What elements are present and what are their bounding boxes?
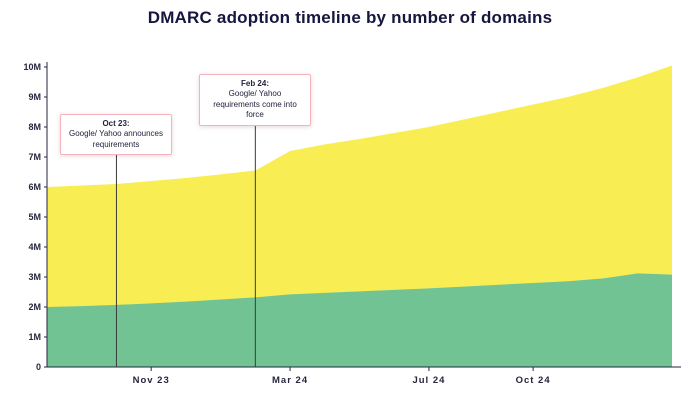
annotation-feb24: Feb 24: Google/ Yahoo requirements come … xyxy=(199,74,311,126)
annotation-feb24-title: Feb 24: xyxy=(240,79,269,88)
annotation-oct23-body: Google/ Yahoo announces requirements xyxy=(68,129,163,149)
annotation-oct23: Oct 23: Google/ Yahoo announces requirem… xyxy=(60,114,172,156)
x-tick-label: Mar 24 xyxy=(272,375,308,386)
y-tick-label: 10M xyxy=(23,62,41,72)
chart-title: DMARC adoption timeline by number of dom… xyxy=(147,8,553,27)
y-tick-label: 4M xyxy=(28,242,41,252)
x-tick-label: Oct 24 xyxy=(516,375,551,386)
annotation-oct23-title: Oct 23: xyxy=(102,119,130,128)
annotation-feb24-body: Google/ Yahoo requirements come into for… xyxy=(213,89,297,120)
x-tick-label: Nov 23 xyxy=(133,375,170,386)
x-tick-label: Jul 24 xyxy=(412,375,445,386)
y-tick-label: 5M xyxy=(28,212,41,222)
y-tick-label: 6M xyxy=(28,182,41,192)
area-dmarc-domains xyxy=(47,273,672,367)
y-tick-label: 0 xyxy=(36,362,41,372)
y-tick-label: 2M xyxy=(28,302,41,312)
y-tick-label: 1M xyxy=(28,332,41,342)
y-tick-label: 7M xyxy=(28,152,41,162)
y-tick-label: 8M xyxy=(28,122,41,132)
y-tick-label: 3M xyxy=(28,272,41,282)
y-tick-label: 9M xyxy=(28,92,41,102)
